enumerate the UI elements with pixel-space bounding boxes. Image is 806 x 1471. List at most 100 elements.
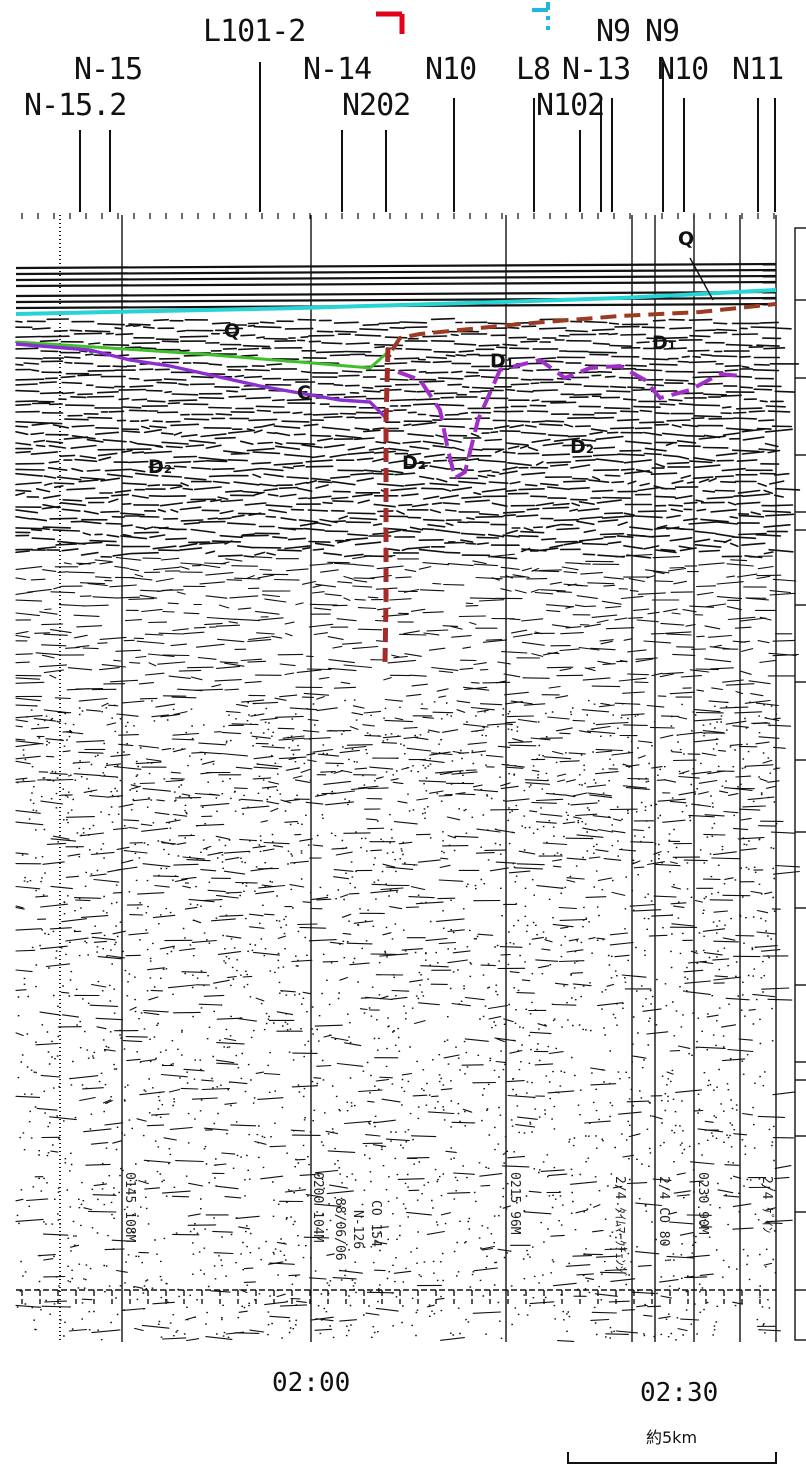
label-n9-a: N9 [596,14,631,49]
annotation-co80: 2/4 CO 80 [656,1176,671,1247]
reflection-trace [15,770,768,782]
reflection-trace [60,990,776,1001]
bottom-fiducial-strip [16,1289,776,1304]
reflection-trace [183,1067,674,1076]
unit-q-left: Q [224,320,241,342]
unit-d1-mid: D₁ [490,350,515,372]
reflection-trace [141,1316,776,1329]
unit-c: C [297,382,311,404]
reflection-trace [35,1038,753,1049]
unit-d2-mid: D₂ [402,452,427,474]
reflection-trace [15,428,793,440]
reflection-trace [151,1108,786,1120]
reflection-trace [15,401,786,410]
reflection-trace [15,498,794,509]
reflection-trace [60,785,776,798]
reflection-trace [15,658,777,672]
reflection-trace [15,1213,793,1223]
reflection-trace [97,953,789,965]
scale-bar-label: 約5km [646,1428,698,1447]
seafloor-band [15,280,777,288]
tick-n102 [579,130,581,212]
label-n11: N11 [732,52,784,87]
reflection-trace [41,1136,410,1145]
tick-n202 [385,130,387,212]
reflection-trace [15,960,707,973]
reflection-trace [52,827,796,840]
reflection-trace [15,317,779,326]
reflection-trace [15,519,791,532]
tick-n15-2 [79,130,81,212]
reflection-trace [15,574,797,588]
reflection-trace [315,1165,792,1174]
reflection-trace [215,1051,746,1064]
reflection-trace [15,848,757,860]
reflection-trace [15,588,796,601]
tick-l8 [533,98,535,212]
reflection-trace [15,435,779,448]
reflection-trace [243,1261,773,1274]
reflection-trace [15,491,784,503]
reflection-trace [15,700,779,714]
reflection-trace [144,1185,771,1194]
reflection-trace [35,889,773,903]
reflection-trace [243,1276,708,1283]
reflection-trace [15,547,774,560]
speckle-noise [16,699,778,1341]
reflection-trace [15,1297,743,1308]
reflection-trace [83,1128,795,1139]
annotation-0215: 0215 96M [507,1172,522,1235]
reflection-trace [93,939,778,948]
reflection-trace [15,533,782,545]
reflection-trace [42,861,801,875]
tick-n9 [662,62,664,212]
reflection-trace [49,1116,714,1125]
reflection-trace [37,912,674,921]
reflection-trace [39,611,772,622]
annotation-0200: 0200 104M [310,1172,325,1243]
reflection-trace [65,867,800,880]
reflection-trace [15,926,777,936]
annotation-co154: CO 154 [368,1200,383,1247]
fault-trace [382,347,391,663]
reflection-trace [15,366,780,375]
label-n15: N-15 [74,52,143,87]
reflection-trace [15,1024,737,1037]
reflection-trace [15,441,778,455]
tick-n11-a [757,98,759,212]
reflection-trace [15,1198,752,1211]
reflection-trace [15,449,781,462]
reflection-trace [15,979,790,992]
unit-d2-right: D₂ [570,436,595,458]
reflection-trace [15,713,781,728]
tick-n10-b [683,98,685,212]
reflection-trace [15,512,795,524]
reflection-trace [15,331,782,341]
tick-n13-a [600,98,602,212]
reflection-trace [40,799,766,809]
reflection-trace [15,778,780,792]
reflection-trace [148,995,793,1007]
label-l8: L8 [516,52,551,87]
reflection-trace [15,561,774,574]
reflection-trace [15,814,784,826]
reflection-trace [93,1180,704,1190]
reflection-trace [41,651,799,665]
reflection-trace [112,819,777,833]
unit-d1-right: D₁ [652,332,677,354]
reflection-trace [161,1332,629,1342]
reflection-trace [68,1327,781,1335]
reflection-trace [15,409,791,418]
time-mark-0200: 02:00 [272,1368,351,1398]
reflection-trace [15,736,770,747]
reflection-trace [15,630,746,643]
tick-n11-b [774,98,776,212]
reflection-trace [61,918,695,929]
reflection-trace [15,525,788,539]
tick-n13-b [611,98,613,212]
reflection-trace [133,1282,577,1294]
inferred-fault-marker-icon [532,2,550,30]
d1-top-horizon [390,302,777,352]
record-frame [16,213,806,1342]
top-tick-strip [21,213,775,219]
